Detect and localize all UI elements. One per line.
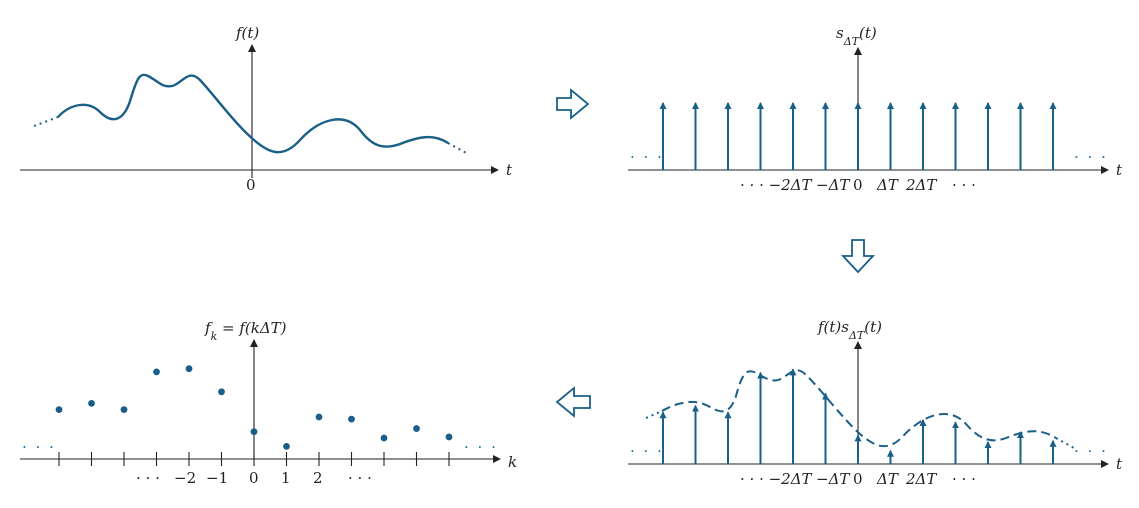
tick-label: 2 [313, 469, 323, 487]
axis-label-t: t [1116, 455, 1123, 473]
right-ellipsis: · · · [1074, 148, 1108, 166]
tick-label: 2ΔT [905, 470, 937, 488]
tick-label-group: · · · −2 −1 0 1 2 · · · [136, 469, 372, 487]
tick-label: · · · [952, 176, 976, 194]
curve-left-continuation [33, 116, 59, 127]
tick-label: 0 [853, 176, 863, 194]
axis-label-t: t [1116, 161, 1123, 179]
sample-dot [153, 368, 160, 376]
right-ellipsis: · · · [464, 438, 498, 456]
right-ellipsis: · · · [1074, 442, 1108, 460]
curve-right-continuation [447, 142, 469, 155]
axis-label-k: k [508, 453, 517, 471]
tick-label: −ΔT [816, 176, 850, 194]
arrow-right-icon [556, 88, 590, 120]
sample-dot [185, 365, 193, 373]
panel-title: fk = f(kΔT) [204, 319, 287, 343]
sample-dot [218, 388, 225, 396]
tick-label: · · · [952, 470, 976, 488]
left-ellipsis: · · · [22, 438, 56, 456]
sample-dot [348, 415, 355, 423]
panel-title: f(t)sΔT(t) [817, 318, 882, 342]
envelope-curve [661, 369, 1057, 447]
tick-label: −ΔT [816, 470, 850, 488]
tick-label: −2 [174, 469, 196, 487]
axis-label-t: t [506, 161, 513, 179]
panel-title: sΔT(t) [836, 24, 877, 48]
panel-discrete-samples: fk = f(kΔT) k · · · · · · · · · −2 −1 0 … [20, 319, 517, 487]
arrow-down-icon [840, 239, 876, 274]
tick-label: 2ΔT [905, 176, 937, 194]
arrow-left-icon [555, 386, 591, 418]
left-ellipsis: · · · [630, 442, 664, 460]
tick-label: · · · −2ΔT [740, 470, 813, 488]
sample-dot [283, 443, 290, 450]
tick-label-group: · · · −2ΔT −ΔT 0 ΔT 2ΔT · · · [740, 470, 976, 488]
tick-label: 0 [853, 470, 863, 488]
impulse-group [659, 102, 1057, 170]
continuous-curve [57, 73, 449, 154]
sample-dot [250, 428, 258, 436]
tick-label: 0 [249, 469, 259, 487]
envelope-right-continuation [1055, 437, 1075, 449]
panel-sampled-product: f(t)sΔT(t) t · · · · · · · · · −2ΔT −ΔT … [628, 318, 1123, 488]
sample-dot [445, 433, 453, 441]
tick-label: −1 [206, 469, 228, 487]
sample-dot [88, 399, 95, 407]
envelope-left-continuation [645, 410, 663, 419]
tick-label: 1 [281, 469, 291, 487]
tick-label: · · · −2ΔT [740, 176, 813, 194]
sample-dot [380, 434, 388, 442]
tick-label: ΔT [876, 176, 899, 194]
tick-label: · · · [136, 469, 160, 487]
sampled-impulse-group [659, 368, 1057, 464]
sample-dot [413, 425, 420, 432]
sample-dot [120, 406, 128, 414]
panel-title: f(t) [235, 24, 259, 42]
sample-dot [315, 413, 323, 421]
tick-group [58, 452, 450, 466]
panel-continuous-function: f(t) t 0 [20, 24, 513, 194]
tick-label: · · · [348, 469, 372, 487]
tick-label-group: · · · −2ΔT −ΔT 0 ΔT 2ΔT · · · [740, 176, 976, 194]
tick-label: ΔT [876, 470, 899, 488]
panel-impulse-train: sΔT(t) t · · · · · · · · · −2ΔT −ΔT 0 ΔT… [628, 24, 1123, 194]
left-ellipsis: · · · [630, 148, 664, 166]
origin-label: 0 [246, 176, 256, 194]
sample-dot-group [55, 365, 453, 450]
sample-dot [55, 406, 63, 414]
